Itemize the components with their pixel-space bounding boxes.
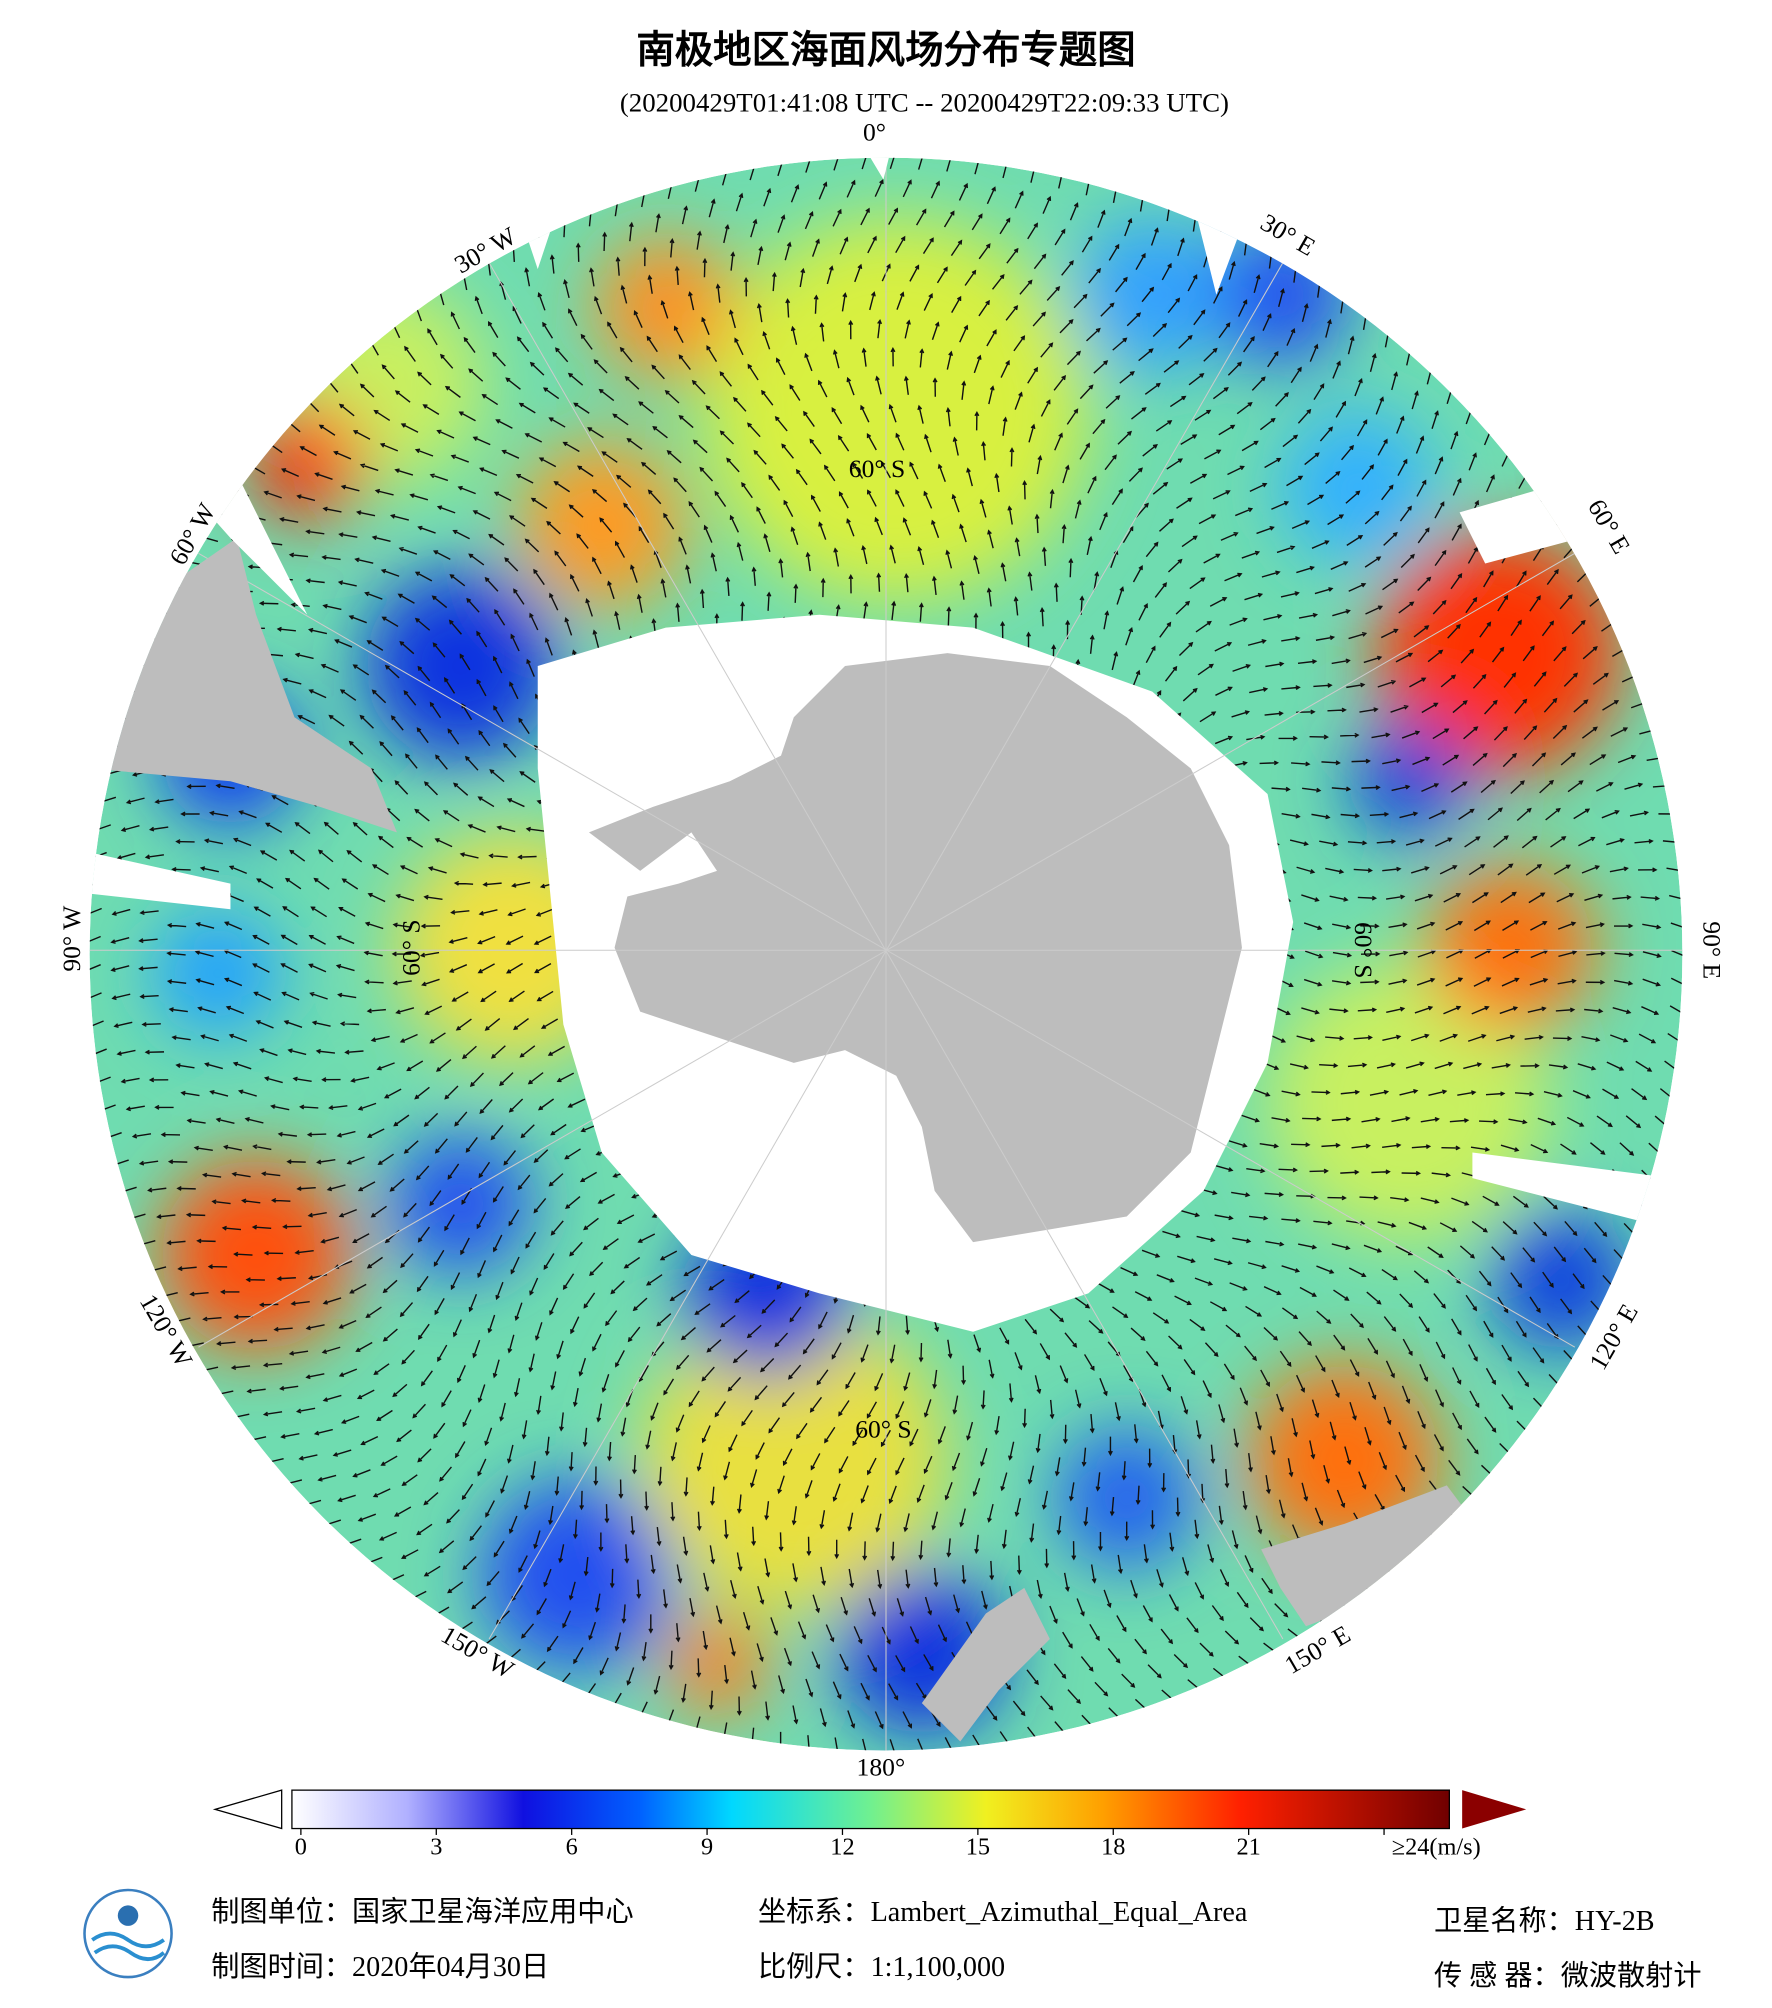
latitude-label: 60° S (855, 1415, 911, 1444)
speed-patch (1056, 1427, 1198, 1569)
speed-patch (1376, 531, 1620, 775)
longitude-label: 60° E (1582, 494, 1636, 559)
speed-patch (160, 1158, 353, 1351)
colorbar-tick-label: 0 (295, 1834, 307, 1861)
longitude-label: 90° W (57, 905, 86, 972)
wind-speed-field (153, 217, 1633, 1736)
speed-patch (480, 1479, 673, 1672)
speed-patch (249, 403, 365, 519)
crs: 坐标系：Lambert_Azimuthal_Equal_Area (758, 1896, 1248, 1928)
satellite: 卫星名称：HY-2B (1434, 1905, 1655, 1937)
footer: 制图单位：国家卫星海洋应用中心 制图时间：2020年04月30日 坐标系：Lam… (211, 1896, 1701, 1992)
subtitle: (20200429T01:41:08 UTC -- 20200429T22:09… (620, 87, 1229, 117)
title: 南极地区海面风场分布专题图 (636, 29, 1135, 72)
colorbar-tick-label: 12 (830, 1834, 854, 1861)
colorbar-tick-label: 21 (1237, 1834, 1261, 1861)
speed-patch (518, 441, 685, 609)
colorbar-under (212, 1789, 283, 1830)
latitude-label: 60° S (849, 454, 905, 483)
sensor: 传 感 器：微波散射计 (1434, 1960, 1702, 1992)
longitude-label: 0° (863, 118, 886, 147)
speed-patch (640, 1306, 948, 1614)
antarctica (588, 653, 1242, 1243)
colorbar: 0 3 6 9 12 15 18 21 ≥24(m/s) (212, 1789, 1527, 1861)
latitude-label: 60° S (1349, 922, 1378, 978)
colorbar-tick-label: ≥24(m/s) (1392, 1834, 1481, 1861)
speed-patch (364, 569, 557, 763)
wind-map (89, 157, 1683, 1751)
colorbar-tick-label: 9 (701, 1834, 713, 1861)
longitude-label: 30° E (1256, 208, 1321, 262)
colorbar-tick-label: 3 (430, 1834, 442, 1861)
producer: 制图单位：国家卫星海洋应用中心 (211, 1896, 633, 1928)
longitude-label: 180° (857, 1753, 906, 1782)
speed-patch (665, 1613, 769, 1716)
speed-patch (1075, 217, 1230, 372)
longitude-label: 90° E (1697, 921, 1726, 979)
colorbar-tick-label: 6 (566, 1834, 578, 1861)
speed-patch (595, 237, 737, 378)
speed-patch (153, 909, 282, 1038)
land (921, 1485, 1486, 1742)
colorbar-tick-label: 15 (966, 1834, 990, 1861)
date: 制图时间：2020年04月30日 (211, 1951, 549, 1983)
scale: 比例尺：1:1,100,000 (758, 1951, 1005, 1983)
colorbar-over (1462, 1790, 1527, 1829)
colorbar-tick-label: 18 (1101, 1834, 1125, 1861)
speed-patch (1427, 864, 1595, 1031)
logo (83, 1888, 173, 1979)
speed-patch (1280, 409, 1434, 564)
latitude-label: 60° S (396, 919, 425, 975)
speed-patch (1350, 723, 1466, 839)
graticule (89, 157, 1683, 1751)
colorbar-bar (291, 1789, 1450, 1830)
speed-patch (704, 217, 1089, 602)
